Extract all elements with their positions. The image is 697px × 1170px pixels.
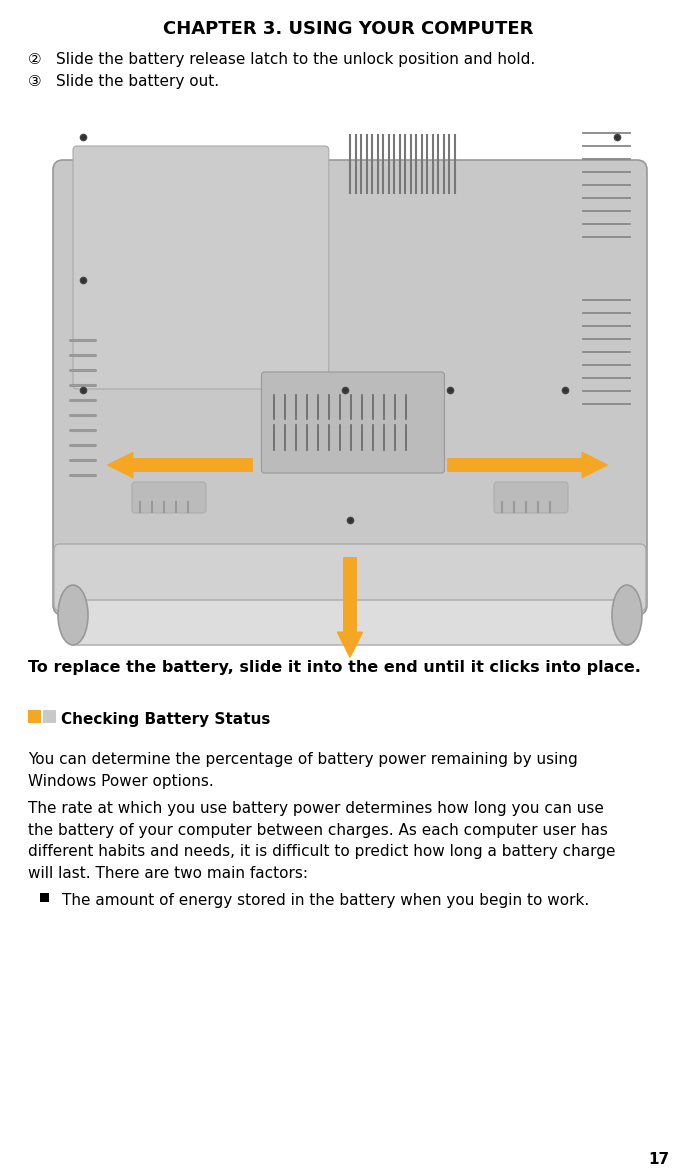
FancyBboxPatch shape <box>73 146 329 388</box>
Text: You can determine the percentage of battery power remaining by using
Windows Pow: You can determine the percentage of batt… <box>28 752 578 789</box>
Bar <box>40 893 49 902</box>
Text: 17: 17 <box>648 1152 669 1166</box>
FancyBboxPatch shape <box>261 372 445 473</box>
Bar <box>43 710 56 723</box>
FancyBboxPatch shape <box>54 544 646 611</box>
Text: Slide the battery out.: Slide the battery out. <box>56 74 219 89</box>
FancyBboxPatch shape <box>70 600 630 645</box>
Text: ②: ② <box>28 51 42 67</box>
FancyBboxPatch shape <box>53 160 647 615</box>
Text: The rate at which you use battery power determines how long you can use
the batt: The rate at which you use battery power … <box>28 801 615 881</box>
Text: ③: ③ <box>28 74 42 89</box>
FancyBboxPatch shape <box>494 482 568 512</box>
Text: To replace the battery, slide it into the end until it clicks into place.: To replace the battery, slide it into th… <box>28 660 641 675</box>
FancyArrowPatch shape <box>337 558 362 658</box>
Text: Checking Battery Status: Checking Battery Status <box>61 713 270 727</box>
FancyArrowPatch shape <box>447 453 607 477</box>
Ellipse shape <box>58 585 88 645</box>
FancyArrowPatch shape <box>108 453 252 477</box>
Text: Slide the battery release latch to the unlock position and hold.: Slide the battery release latch to the u… <box>56 51 535 67</box>
Text: The amount of energy stored in the battery when you begin to work.: The amount of energy stored in the batte… <box>62 893 589 908</box>
Text: CHAPTER 3. USING YOUR COMPUTER: CHAPTER 3. USING YOUR COMPUTER <box>163 20 534 37</box>
Bar <box>55 105 645 620</box>
FancyBboxPatch shape <box>132 482 206 512</box>
Bar <box>28 710 41 723</box>
Ellipse shape <box>612 585 642 645</box>
